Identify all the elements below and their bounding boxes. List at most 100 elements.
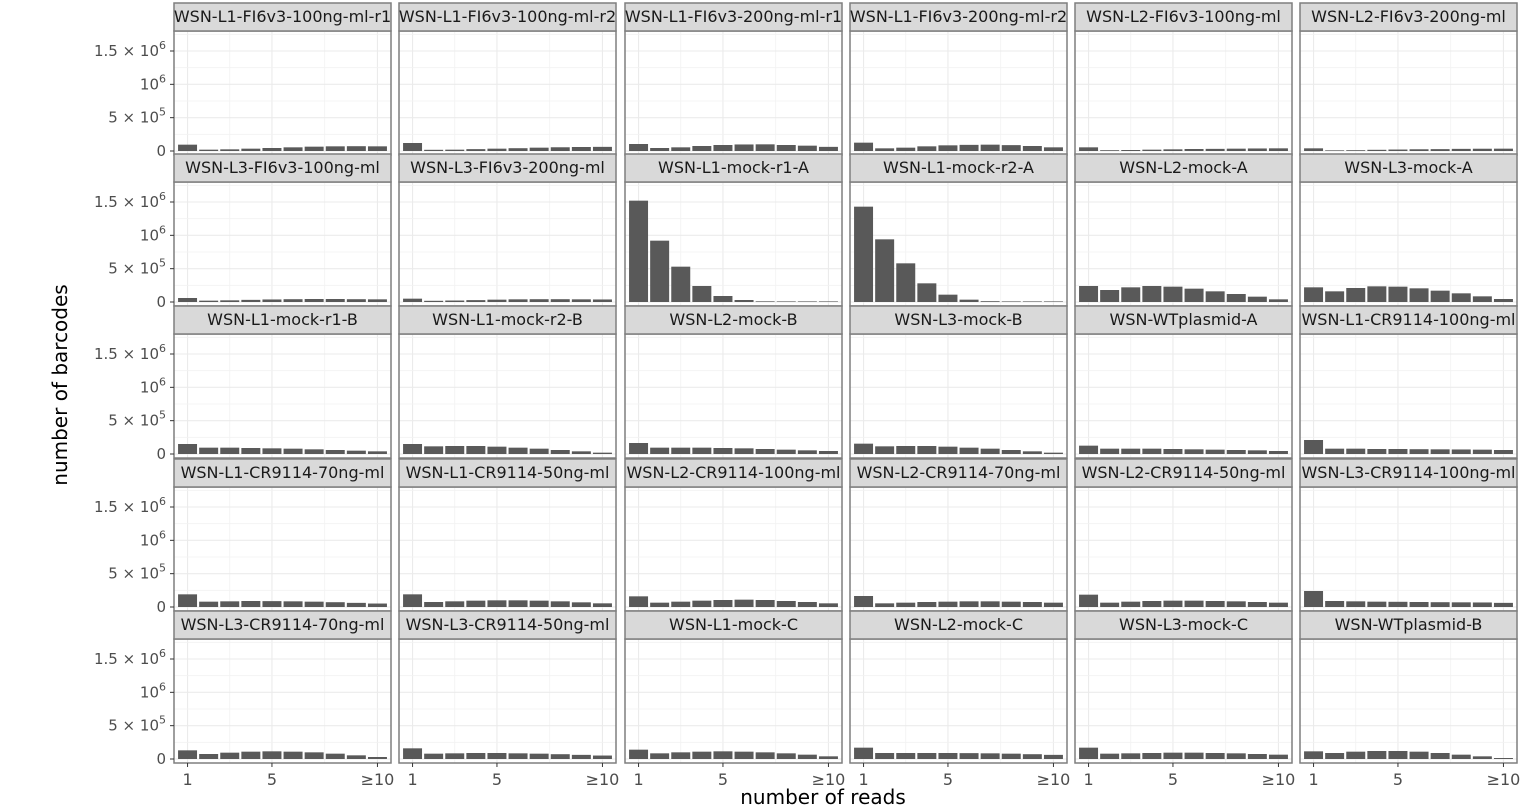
bar [199, 447, 219, 454]
bar [1226, 753, 1246, 759]
bar [1043, 754, 1063, 759]
facet-panel: WSN-L2-CR9114-50ng-ml [1074, 458, 1293, 612]
bar [1163, 600, 1183, 607]
facet-strip [173, 610, 392, 640]
bar [1121, 448, 1141, 454]
facet-strip-label: WSN-L2-CR9114-100ng-ml [626, 463, 840, 482]
bar [1268, 451, 1288, 454]
bar [917, 753, 937, 759]
bar [854, 206, 874, 302]
y-tick-label: 5 × 105 [108, 106, 166, 127]
bar [959, 144, 979, 151]
bar [671, 447, 691, 454]
bar [1247, 450, 1267, 454]
bar [403, 143, 423, 151]
bar [1430, 290, 1450, 302]
bar [629, 200, 649, 302]
facet-panel: WSN-L1-CR9114-50ng-ml [398, 458, 617, 612]
bar [818, 451, 838, 454]
facet-strip [849, 305, 1068, 335]
panel-background [625, 487, 842, 611]
bar [325, 753, 345, 759]
bar [1001, 301, 1021, 302]
y-tick-label: 1.5 × 106 [94, 495, 166, 516]
bar [1226, 450, 1246, 454]
bar [1247, 602, 1267, 607]
bar [1142, 601, 1162, 607]
facet-strip-label: WSN-WTplasmid-B [1335, 615, 1483, 634]
bar [1100, 290, 1120, 302]
facet-strip [1074, 153, 1293, 183]
facet-strip-label: WSN-L3-mock-B [894, 310, 1022, 329]
bar [1100, 753, 1120, 759]
facet-panel: WSN-L2-mock-B [624, 305, 843, 459]
bar [367, 757, 387, 759]
bar [1325, 150, 1345, 151]
bar [650, 753, 670, 759]
bar [1493, 148, 1513, 151]
bar [854, 747, 874, 759]
panel-background [1300, 639, 1517, 763]
bar [896, 446, 916, 454]
bar [1247, 148, 1267, 151]
bar [1121, 601, 1141, 607]
bar [1388, 601, 1408, 607]
x-tick-label: 5 [1393, 770, 1403, 789]
facet-strip-label: WSN-L3-FI6v3-200ng-ml [410, 158, 605, 177]
facet-panel: WSN-L2-CR9114-100ng-ml [624, 458, 843, 612]
bar [980, 144, 1000, 151]
panel-background [850, 487, 1067, 611]
bar [1184, 752, 1204, 759]
y-tick-label: 5 × 105 [108, 409, 166, 430]
bar [917, 283, 937, 302]
bar [734, 300, 754, 302]
facet-strip-label: WSN-L1-mock-r1-A [658, 158, 809, 177]
y-tick-label: 0 [156, 142, 166, 160]
bar [1079, 286, 1099, 302]
bar [592, 452, 612, 454]
facet-strip [1299, 458, 1518, 488]
bar [571, 299, 591, 302]
facet-strip [398, 610, 617, 640]
bar [403, 444, 423, 454]
bar [1409, 602, 1429, 607]
bar [1163, 449, 1183, 454]
bar [283, 299, 303, 302]
x-tick-label: 5 [1168, 770, 1178, 789]
facet-strip [849, 153, 1068, 183]
facet-strip [1074, 2, 1293, 32]
bar [445, 753, 465, 759]
bar [199, 601, 219, 607]
bar [650, 602, 670, 607]
bar [896, 602, 916, 607]
bar [875, 239, 895, 302]
x-tick-label: 1 [182, 770, 192, 789]
bar [629, 443, 649, 454]
bar [487, 600, 507, 607]
bar [1247, 754, 1267, 759]
x-tick-label: ≥10 [1487, 770, 1521, 789]
facet-strip-label: WSN-L1-mock-C [669, 615, 798, 634]
facet-strip-label: WSN-L1-FI6v3-100ng-ml-r2 [399, 7, 616, 26]
bar [445, 149, 465, 151]
panel-background [174, 487, 391, 611]
bar [776, 753, 796, 759]
bar [1184, 600, 1204, 607]
bar [571, 754, 591, 759]
panel-background [399, 487, 616, 611]
y-tick-label: 1.5 × 106 [94, 190, 166, 211]
bar [980, 601, 1000, 607]
bar [1325, 753, 1345, 759]
panel-background [625, 639, 842, 763]
bar [713, 145, 733, 151]
facet-strip-label: WSN-L3-FI6v3-100ng-ml [185, 158, 380, 177]
panel-background [1300, 487, 1517, 611]
facet-strip [173, 2, 392, 32]
x-tick-label: ≥10 [361, 770, 395, 789]
facet-strip-label: WSN-L1-CR9114-70ng-ml [181, 463, 385, 482]
bar [529, 600, 549, 607]
bar [550, 754, 570, 759]
bar [367, 299, 387, 302]
bar [346, 450, 366, 454]
